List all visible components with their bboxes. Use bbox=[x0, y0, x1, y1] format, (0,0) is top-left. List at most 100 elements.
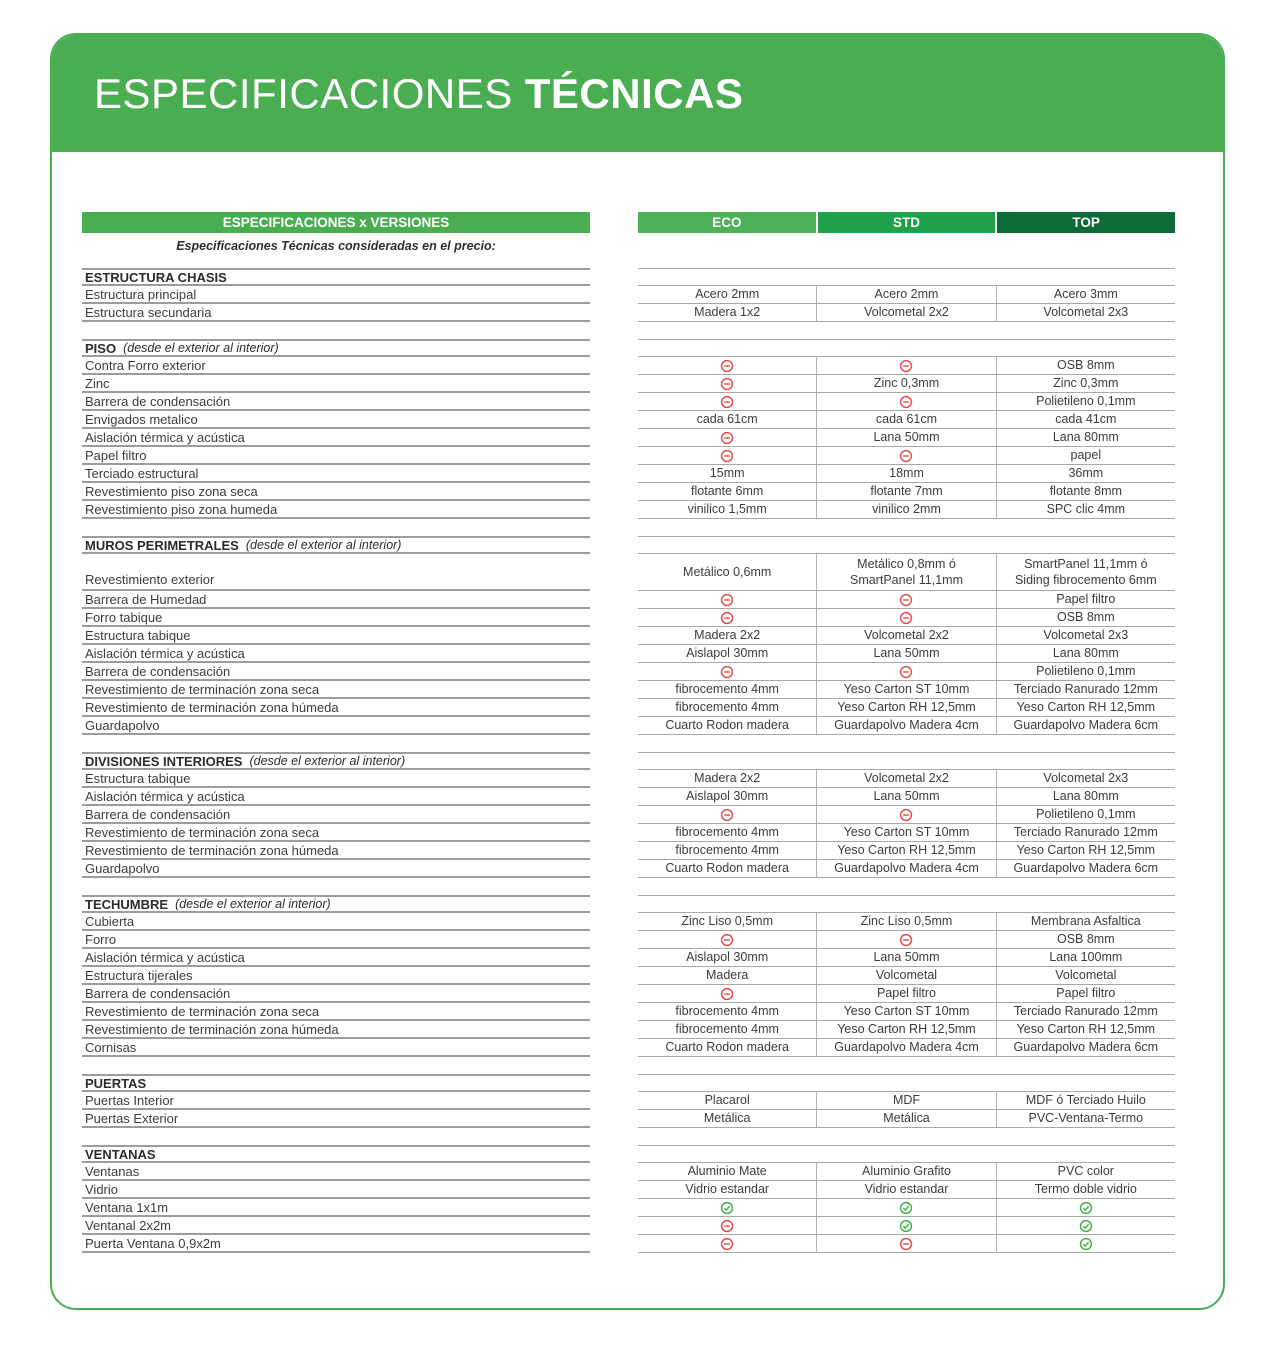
spec-value-std: Zinc Liso 0,5mm bbox=[816, 913, 995, 930]
spec-value-std: Volcometal bbox=[816, 967, 995, 984]
table-header-row: ESPECIFICACIONES x VERSIONES ECO STD TOP bbox=[82, 212, 1223, 233]
spec-values: fibrocemento 4mm Yeso Carton ST 10mm Terci… bbox=[638, 824, 1175, 842]
section-piso: PISO (desde el exterior al interior) Contr… bbox=[82, 339, 1223, 519]
spec-values: Aislapol 30mm Lana 50mm Lana 80mm bbox=[638, 645, 1175, 663]
column-gap bbox=[590, 913, 638, 931]
section-title-cell: VENTANAS bbox=[82, 1145, 590, 1163]
spec-value-top: Yeso Carton RH 12,5mm bbox=[995, 699, 1175, 716]
column-gap bbox=[590, 699, 638, 717]
spec-values: Cuarto Rodon madera Guardapolvo Madera 4c… bbox=[638, 1039, 1175, 1057]
spec-row: Revestimiento de terminación zona húmeda… bbox=[82, 842, 1223, 860]
spec-row: Envigados metalico cada 61cm cada 61cm cada… bbox=[82, 411, 1223, 429]
spec-value-std: Volcometal 2x2 bbox=[816, 770, 995, 787]
spec-values: Acero 2mm Acero 2mm Acero 3mm bbox=[638, 286, 1175, 304]
spec-value-std: Volcometal 2x2 bbox=[816, 627, 995, 644]
spec-row: Guardapolvo Cuarto Rodon madera Guardapolv… bbox=[82, 717, 1223, 735]
column-gap bbox=[590, 483, 638, 501]
spec-values: Aislapol 30mm Lana 50mm Lana 100mm bbox=[638, 949, 1175, 967]
spec-row: Terciado estructural 15mm 18mm 36mm bbox=[82, 465, 1223, 483]
spec-row: Revestimiento de terminación zona seca fi… bbox=[82, 824, 1223, 842]
spec-label: Puertas Interior bbox=[82, 1092, 590, 1110]
section-note: (desde el exterior al interior) bbox=[123, 341, 279, 355]
section-title-cell: TECHUMBRE (desde el exterior al interior) bbox=[82, 895, 590, 913]
section-note: (desde el exterior al interior) bbox=[175, 897, 331, 911]
spec-label: Revestimiento de terminación zona seca bbox=[82, 1003, 590, 1021]
column-gap bbox=[590, 860, 638, 878]
spec-label: Aislación térmica y acústica bbox=[82, 788, 590, 806]
spec-value-std: Metálico 0,8mm ó SmartPanel 11,1mm bbox=[816, 554, 995, 590]
section-header-row: TECHUMBRE (desde el exterior al interior) bbox=[82, 895, 1223, 913]
excluded-icon bbox=[720, 377, 734, 390]
spec-row: Barrera de condensación Polietileno 0,1mm bbox=[82, 663, 1223, 681]
spec-value-eco: 15mm bbox=[709, 466, 745, 481]
title-banner: ESPECIFICACIONES TÉCNICAS bbox=[52, 35, 1223, 152]
column-gap bbox=[590, 985, 638, 1003]
spec-values: fibrocemento 4mm Yeso Carton ST 10mm Terci… bbox=[638, 1003, 1175, 1021]
excluded-icon bbox=[720, 933, 734, 946]
spec-label: Cornisas bbox=[82, 1039, 590, 1057]
spec-values: vinilico 1,5mm vinilico 2mm SPC clic 4mm bbox=[638, 501, 1175, 519]
spec-value-std: Guardapolvo Madera 4cm bbox=[816, 717, 995, 734]
excluded-icon bbox=[900, 933, 913, 946]
spec-value-eco: Madera bbox=[705, 968, 749, 983]
included-icon bbox=[1079, 1201, 1092, 1214]
spec-row: Barrera de condensación Papel filtro Papel… bbox=[82, 985, 1223, 1003]
spec-values: Madera Volcometal Volcometal bbox=[638, 967, 1175, 985]
spec-values: Madera 1x2 Volcometal 2x2 Volcometal 2x3 bbox=[638, 304, 1175, 322]
spec-row: Revestimiento de terminación zona húmeda… bbox=[82, 1021, 1223, 1039]
spec-label: Revestimiento piso zona humeda bbox=[82, 501, 590, 519]
spec-value-top: papel bbox=[995, 447, 1175, 464]
spec-value-top bbox=[995, 1199, 1175, 1216]
spec-label: Revestimiento de terminación zona húmeda bbox=[82, 699, 590, 717]
section-title: VENTANAS bbox=[85, 1146, 156, 1162]
spec-row: Revestimiento piso zona humeda vinilico 1… bbox=[82, 501, 1223, 519]
spec-values: Cuarto Rodon madera Guardapolvo Madera 4c… bbox=[638, 860, 1175, 878]
section-note: (desde el exterior al interior) bbox=[249, 754, 406, 768]
spec-value-top: Polietileno 0,1mm bbox=[995, 393, 1175, 410]
spec-label: Estructura tabique bbox=[82, 770, 590, 788]
spec-label: Revestimiento piso zona seca bbox=[82, 483, 590, 501]
spec-table: ESPECIFICACIONES x VERSIONES ECO STD TOP E… bbox=[52, 212, 1223, 1253]
spec-value-eco: fibrocemento 4mm bbox=[675, 1022, 779, 1037]
section-title: PUERTAS bbox=[85, 1075, 147, 1091]
spec-value-top: Guardapolvo Madera 6cm bbox=[995, 717, 1175, 734]
spec-value-std: Lana 50mm bbox=[816, 949, 995, 966]
spec-value-top: Termo doble vidrio bbox=[995, 1181, 1175, 1198]
subtitle-row: Especificaciones Técnicas consideradas e… bbox=[82, 239, 590, 253]
spec-label: Envigados metalico bbox=[82, 411, 590, 429]
spec-label: Revestimiento de terminación zona seca bbox=[82, 681, 590, 699]
excluded-icon bbox=[720, 431, 734, 444]
spec-value-std bbox=[816, 447, 995, 464]
spec-label: Zinc bbox=[82, 375, 590, 393]
spec-values: Madera 2x2 Volcometal 2x2 Volcometal 2x3 bbox=[638, 627, 1175, 645]
spec-value-std: Lana 50mm bbox=[816, 645, 995, 662]
spec-values: Lana 50mm Lana 80mm bbox=[638, 429, 1175, 447]
spec-value-std bbox=[816, 806, 995, 823]
spec-label: Puertas Exterior bbox=[82, 1110, 590, 1128]
spec-value-top: Polietileno 0,1mm bbox=[995, 663, 1175, 680]
spec-value-top: SPC clic 4mm bbox=[995, 501, 1175, 518]
section-header-values-empty bbox=[638, 536, 1175, 554]
spec-row: Estructura tijerales Madera Volcometal Volc… bbox=[82, 967, 1223, 985]
spec-value-eco bbox=[638, 609, 816, 626]
spec-values: OSB 8mm bbox=[638, 609, 1175, 627]
spec-label: Cubierta bbox=[82, 913, 590, 931]
spec-value-std: Zinc 0,3mm bbox=[816, 375, 995, 392]
section-title: PISO bbox=[85, 340, 117, 356]
spec-label: Revestimiento de terminación zona húmeda bbox=[82, 1021, 590, 1039]
spec-value-std: Yeso Carton RH 12,5mm bbox=[816, 842, 995, 859]
spec-row: Aislación térmica y acústica Aislapol 30m… bbox=[82, 645, 1223, 663]
section-title-cell: PUERTAS bbox=[82, 1074, 590, 1092]
spec-value-top: Yeso Carton RH 12,5mm bbox=[995, 842, 1175, 859]
spec-row: Forro OSB 8mm bbox=[82, 931, 1223, 949]
spec-values: Cuarto Rodon madera Guardapolvo Madera 4c… bbox=[638, 717, 1175, 735]
spec-value-eco: Cuarto Rodon madera bbox=[665, 718, 789, 733]
spec-row: Forro tabique OSB 8mm bbox=[82, 609, 1223, 627]
spec-label: Aislación térmica y acústica bbox=[82, 645, 590, 663]
spec-value-top: Yeso Carton RH 12,5mm bbox=[995, 1021, 1175, 1038]
spec-value-std bbox=[816, 663, 995, 680]
spec-value-eco: Placarol bbox=[704, 1093, 750, 1108]
table-subtitle: Especificaciones Técnicas consideradas e… bbox=[176, 239, 496, 253]
spec-value-eco bbox=[638, 429, 816, 446]
column-gap bbox=[590, 375, 638, 393]
